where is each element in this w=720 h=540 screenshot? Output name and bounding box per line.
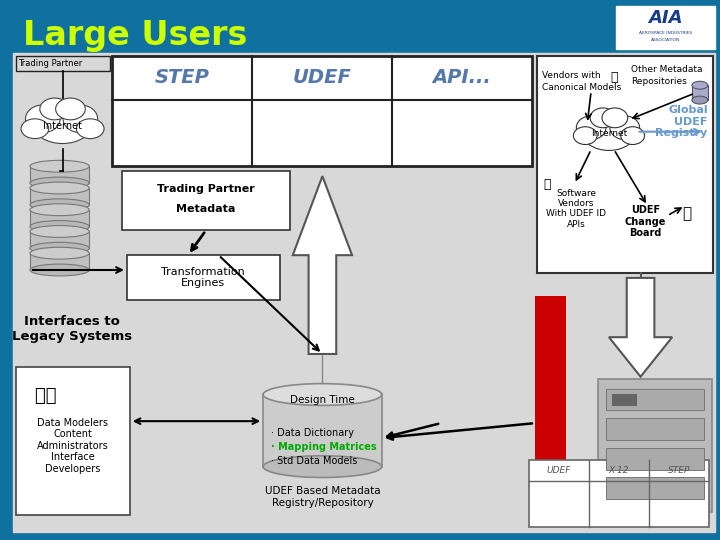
Ellipse shape (590, 108, 616, 128)
Text: Repositories: Repositories (631, 77, 686, 86)
Text: AEROSPACE INDUSTRIES: AEROSPACE INDUSTRIES (639, 31, 692, 35)
Ellipse shape (582, 113, 636, 151)
Text: X 12: X 12 (608, 466, 629, 475)
Text: Interfaces to
Legacy Systems: Interfaces to Legacy Systems (12, 315, 132, 343)
Bar (692, 85, 708, 100)
Bar (606, 477, 703, 499)
Text: Large Users: Large Users (23, 19, 248, 52)
Text: Canonical Models: Canonical Models (541, 83, 621, 92)
Ellipse shape (40, 98, 69, 120)
Bar (16, 56, 110, 71)
Bar (612, 394, 636, 406)
Text: 🧑‍💻: 🧑‍💻 (35, 388, 56, 406)
Ellipse shape (30, 204, 89, 215)
Bar (606, 448, 703, 470)
Bar (30, 210, 89, 226)
Text: · Mapping Matrices: · Mapping Matrices (271, 442, 377, 452)
Bar (16, 367, 130, 515)
Text: Global
UDEF
Registry: Global UDEF Registry (655, 105, 708, 138)
Ellipse shape (21, 119, 49, 139)
Text: UDEF: UDEF (292, 68, 351, 87)
Text: 🧑: 🧑 (543, 178, 551, 191)
Bar (127, 255, 280, 300)
Text: Other Metadata: Other Metadata (631, 65, 702, 74)
Bar (122, 171, 290, 231)
Ellipse shape (30, 182, 89, 194)
Ellipse shape (610, 116, 639, 139)
Text: Vendors with: Vendors with (541, 71, 600, 80)
Ellipse shape (25, 105, 60, 133)
Ellipse shape (30, 221, 89, 232)
Text: STEP: STEP (155, 68, 210, 87)
Text: AIA: AIA (648, 9, 683, 27)
Text: API...: API... (433, 68, 491, 87)
Text: Metadata: Metadata (176, 204, 235, 214)
Text: UDEF Based Metadata
Registry/Repository: UDEF Based Metadata Registry/Repository (264, 487, 380, 508)
Ellipse shape (63, 105, 98, 133)
Bar (598, 379, 711, 512)
Text: STEP: STEP (667, 466, 690, 475)
Polygon shape (293, 176, 352, 354)
Text: 🖥: 🖥 (683, 206, 691, 221)
Bar (13, 52, 715, 532)
Ellipse shape (30, 160, 89, 172)
Text: Design Time: Design Time (290, 395, 355, 406)
Text: ASSOCIATION: ASSOCIATION (651, 38, 680, 42)
Bar (537, 56, 713, 273)
Text: Data Modelers
Content
Administrators
Interface
Developers: Data Modelers Content Administrators Int… (37, 417, 109, 474)
Bar (535, 296, 567, 469)
Ellipse shape (33, 104, 92, 144)
Text: Trading Partner: Trading Partner (157, 184, 255, 194)
Bar (529, 460, 708, 527)
Ellipse shape (24, 98, 101, 150)
Ellipse shape (30, 242, 89, 254)
Ellipse shape (263, 383, 382, 406)
Bar (616, 6, 715, 49)
Ellipse shape (263, 456, 382, 477)
Text: UDEF
Change
Board: UDEF Change Board (625, 205, 666, 238)
Bar (30, 188, 89, 205)
Ellipse shape (576, 116, 606, 139)
Ellipse shape (30, 247, 89, 259)
Ellipse shape (30, 177, 89, 189)
Text: Internet: Internet (43, 121, 82, 131)
Ellipse shape (602, 108, 628, 128)
Polygon shape (609, 278, 672, 377)
Bar (30, 232, 89, 248)
Ellipse shape (30, 199, 89, 211)
Text: · Std Data Models: · Std Data Models (271, 456, 357, 465)
Bar (263, 395, 382, 467)
Bar (112, 56, 532, 166)
Text: UDEF: UDEF (546, 466, 571, 475)
Bar (8, 3, 719, 51)
Bar (112, 56, 532, 100)
Ellipse shape (692, 82, 708, 89)
Ellipse shape (621, 127, 644, 145)
Bar (30, 253, 89, 270)
Text: 🧑: 🧑 (610, 71, 618, 84)
Bar (606, 418, 703, 440)
Ellipse shape (55, 98, 85, 120)
Ellipse shape (76, 119, 104, 139)
Ellipse shape (30, 226, 89, 238)
Text: Trading Partner: Trading Partner (18, 59, 82, 68)
Text: Transformation
Engines: Transformation Engines (161, 267, 246, 288)
Ellipse shape (30, 264, 89, 276)
Text: Internet: Internet (591, 129, 627, 138)
Bar (112, 100, 532, 166)
Bar (30, 166, 89, 183)
Ellipse shape (573, 127, 597, 145)
Text: · Data Dictionary: · Data Dictionary (271, 428, 354, 438)
Ellipse shape (692, 96, 708, 104)
Bar (606, 389, 703, 410)
Text: Software
Vendors
With UDEF ID
APIs: Software Vendors With UDEF ID APIs (546, 188, 606, 229)
